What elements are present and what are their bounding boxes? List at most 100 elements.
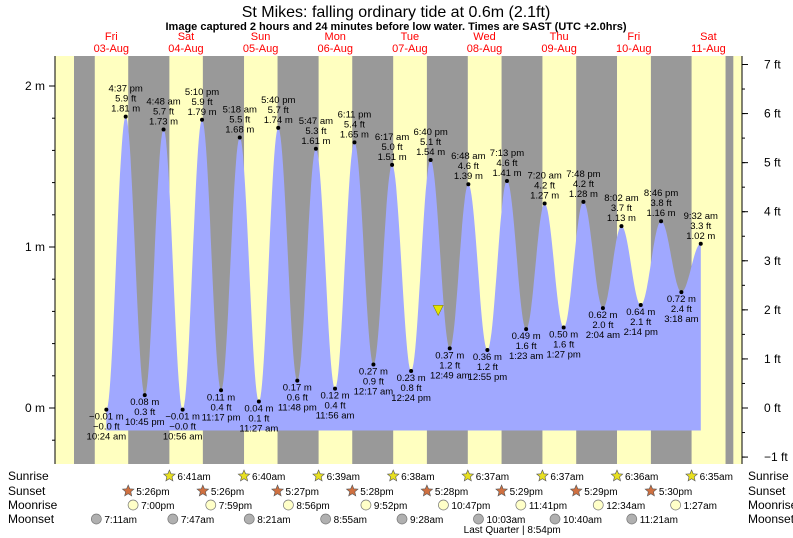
- sunrise-icon: [237, 469, 251, 482]
- tide-point: [581, 199, 586, 204]
- moonrise-row-label: Moonrise: [8, 498, 58, 512]
- tide-point: [123, 114, 128, 119]
- tide-point: [161, 127, 166, 132]
- sunset-time: 5:26pm: [211, 487, 244, 498]
- moonset-icon: [243, 513, 255, 525]
- moonrise-icon: [205, 499, 217, 511]
- sunset-icon: [271, 484, 285, 497]
- tide-time-label: 5:18 am: [223, 105, 257, 116]
- tide-time-label: 12:49 am: [430, 370, 470, 381]
- tide-time-label: 5:40 pm: [261, 95, 295, 106]
- tide-metre-label: 1.54 m: [416, 147, 445, 158]
- tide-point: [371, 362, 376, 367]
- tide-feet-label: 5.1 ft: [420, 137, 441, 148]
- tide-point: [428, 158, 433, 163]
- tide-metre-label: 0.08 m: [130, 397, 159, 408]
- moonset-icon: [626, 513, 638, 525]
- tide-feet-label: 1.6 ft: [516, 341, 537, 352]
- moonrise-icon: [127, 499, 139, 511]
- tide-metre-label: −0.01 m: [89, 412, 124, 423]
- moonset-time: 10:40am: [563, 515, 602, 526]
- left-axis-meters: 0 m 1 m 2 m: [25, 79, 55, 441]
- tide-point: [542, 201, 547, 206]
- tide-feet-label: 5.5 ft: [229, 115, 250, 126]
- sunset-icon: [495, 484, 509, 497]
- tide-time-label: 7:48 pm: [566, 169, 600, 180]
- tide-metre-label: 1.61 m: [301, 136, 330, 147]
- tide-feet-label: 2.4 ft: [671, 304, 692, 315]
- tide-point: [600, 306, 605, 311]
- tide-point: [237, 135, 242, 140]
- tide-feet-label: 5.4 ft: [344, 119, 365, 130]
- moonrise-icon: [592, 499, 604, 511]
- sunrise-time: 6:37am: [550, 472, 583, 483]
- tide-feet-label: 0.9 ft: [363, 377, 384, 388]
- tide-metre-label: 1.68 m: [225, 125, 254, 136]
- sunset-row-label: Sunset: [8, 484, 46, 498]
- tide-feet-label: 1.6 ft: [553, 340, 574, 351]
- sunrise-row-label: Sunrise: [8, 469, 49, 483]
- tide-metre-label: 0.64 m: [626, 307, 655, 318]
- tide-point: [390, 162, 395, 167]
- tide-feet-label: 2.1 ft: [630, 317, 651, 328]
- tide-point: [524, 327, 529, 332]
- sunrise-time: 6:38am: [401, 472, 434, 483]
- tide-point: [142, 393, 147, 398]
- day-date-label: 05-Aug: [243, 43, 278, 55]
- moonrise-icon: [360, 499, 372, 511]
- tide-metre-label: 1.73 m: [149, 116, 178, 127]
- sunset-icon: [569, 484, 583, 497]
- tide-metre-label: 0.23 m: [397, 373, 426, 384]
- tide-time-label: 2:04 am: [586, 330, 620, 341]
- sunset-time: 5:28pm: [435, 487, 468, 498]
- tide-time-label: 5:47 am: [299, 116, 333, 127]
- sunrise-time: 6:41am: [177, 472, 210, 483]
- tide-metre-label: 1.41 m: [492, 168, 521, 179]
- day-name-label: Sat: [178, 31, 195, 43]
- day-labels: Fri03-AugSat04-AugSun05-AugMon06-AugTue0…: [94, 31, 726, 55]
- sunset-icon: [196, 484, 210, 497]
- sunset-icon: [420, 484, 434, 497]
- tide-feet-label: 0.4 ft: [324, 401, 345, 412]
- moonrise-time: 11:41pm: [529, 501, 567, 512]
- tide-feet-label: 4.6 ft: [496, 158, 517, 169]
- tide-feet-label: 0.6 ft: [287, 393, 308, 404]
- tide-metre-label: 0.72 m: [667, 294, 696, 305]
- sunrise-time: 6:36am: [625, 472, 658, 483]
- chart-title: St Mikes: falling ordinary tide at 0.6m …: [242, 4, 551, 21]
- tide-feet-label: 5.7 ft: [268, 105, 289, 116]
- sunset-row-label-right: Sunset: [748, 484, 786, 498]
- tide-metre-label: 1.74 m: [264, 115, 293, 126]
- moonset-time: 9:28am: [410, 515, 443, 526]
- tide-point: [619, 224, 624, 229]
- tide-feet-label: 5.0 ft: [382, 142, 403, 153]
- tide-feet-label: 4.2 ft: [534, 181, 555, 192]
- moonrise-time: 7:00pm: [141, 501, 174, 512]
- tide-feet-label: 3.7 ft: [611, 203, 632, 214]
- sunrise-time: 6:35am: [700, 472, 733, 483]
- tide-feet-label: 5.7 ft: [153, 106, 174, 117]
- tide-metre-label: 1.81 m: [111, 104, 140, 115]
- tide-metre-label: −0.01 m: [165, 412, 200, 423]
- sunset-time: 5:28pm: [360, 487, 393, 498]
- tide-time-label: 8:46 pm: [644, 188, 678, 199]
- day-date-label: 09-Aug: [541, 43, 576, 55]
- tide-feet-label: 5.9 ft: [115, 94, 136, 105]
- moonset-row-label: Moonset: [8, 512, 55, 526]
- sunset-icon: [121, 484, 135, 497]
- day-name-label: Thu: [550, 31, 569, 43]
- tide-metre-label: 1.16 m: [647, 208, 676, 219]
- sunset-icon: [345, 484, 359, 497]
- tide-time-label: 8:02 am: [604, 193, 638, 204]
- moon-phase-label: Last Quarter | 8:54pm: [464, 525, 561, 536]
- tide-point: [104, 407, 109, 412]
- tide-time-label: 11:17 pm: [202, 412, 241, 423]
- tide-time-label: 11:56 am: [316, 411, 355, 422]
- tide-feet-label: 3.3 ft: [690, 221, 711, 232]
- tide-point: [219, 388, 224, 393]
- tide-metre-label: 0.12 m: [320, 391, 349, 402]
- tide-time-label: 10:56 am: [163, 432, 203, 443]
- night-band: [725, 56, 734, 464]
- sunrise-icon: [162, 469, 176, 482]
